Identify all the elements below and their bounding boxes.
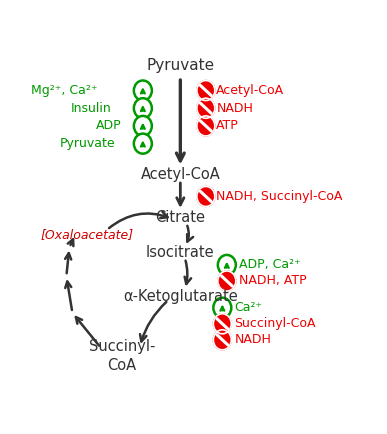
Text: Mg²⁺, Ca²⁺: Mg²⁺, Ca²⁺ [31, 84, 98, 97]
Text: Ca²⁺: Ca²⁺ [235, 301, 262, 314]
Circle shape [197, 187, 215, 207]
Circle shape [213, 298, 231, 318]
Text: Citrate: Citrate [155, 210, 205, 225]
Text: Acetyl-CoA: Acetyl-CoA [216, 84, 284, 97]
Circle shape [134, 80, 152, 101]
Text: Isocitrate: Isocitrate [146, 245, 215, 260]
Circle shape [213, 314, 231, 334]
Text: ATP: ATP [216, 119, 239, 132]
Circle shape [218, 255, 236, 275]
Text: Acetyl-CoA: Acetyl-CoA [140, 167, 220, 181]
Circle shape [134, 134, 152, 154]
Circle shape [218, 271, 236, 291]
Text: α-Ketoglutarate: α-Ketoglutarate [123, 289, 238, 303]
Text: [Oxaloacetate]: [Oxaloacetate] [41, 228, 134, 241]
Text: NADH, ATP: NADH, ATP [239, 274, 307, 287]
Text: Succinyl-CoA: Succinyl-CoA [235, 317, 316, 330]
Circle shape [213, 330, 231, 350]
Circle shape [134, 116, 152, 136]
Text: ADP: ADP [96, 119, 122, 132]
Text: Pyruvate: Pyruvate [60, 137, 116, 150]
Text: NADH, Succinyl-CoA: NADH, Succinyl-CoA [216, 190, 343, 203]
Text: Pyruvate: Pyruvate [146, 58, 214, 73]
Circle shape [197, 116, 215, 136]
Circle shape [197, 80, 215, 101]
Text: Insulin: Insulin [70, 102, 111, 115]
Text: Succinyl-
CoA: Succinyl- CoA [89, 339, 155, 373]
Text: NADH: NADH [235, 333, 271, 346]
Text: ADP, Ca²⁺: ADP, Ca²⁺ [239, 259, 301, 271]
Circle shape [134, 98, 152, 118]
Text: NADH: NADH [216, 102, 253, 115]
Circle shape [197, 98, 215, 118]
